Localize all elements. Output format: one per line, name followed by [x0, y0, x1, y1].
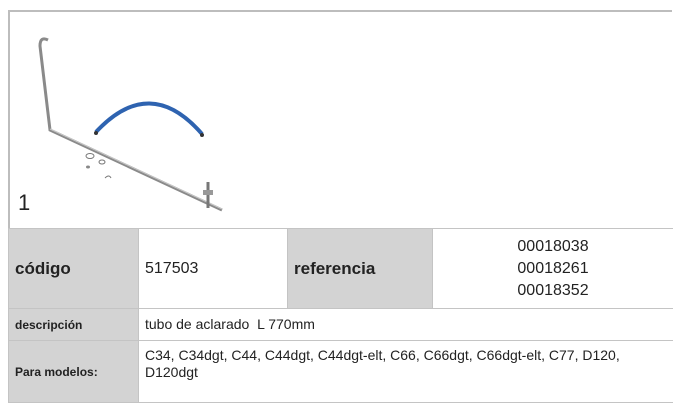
row: código 517503 referencia 00018038 000182…: [9, 229, 673, 309]
value-cell: 00018038 00018261 00018352: [433, 229, 673, 309]
spec-table: código 517503 referencia 00018038 000182…: [8, 228, 673, 403]
label-cell: Para modelos:: [9, 341, 139, 403]
row: Para modelos: C34, C34dgt, C44, C44dgt, …: [9, 341, 673, 403]
row: descripción tubo de aclarado L 770mm: [9, 309, 673, 341]
product-figure: 1: [8, 10, 672, 228]
label-cell: referencia: [288, 229, 433, 309]
part-drawing: [10, 12, 673, 230]
value-cell: 517503: [139, 229, 288, 309]
reference: 00018352: [439, 280, 667, 302]
label-cell: código: [9, 229, 139, 309]
reference: 00018261: [439, 258, 667, 280]
value-cell: tubo de aclarado L 770mm: [139, 309, 673, 341]
label-cell: descripción: [9, 309, 139, 341]
figure-label: 1: [18, 190, 30, 216]
value-cell: C34, C34dgt, C44, C44dgt, C44dgt-elt, C6…: [139, 341, 673, 403]
reference: 00018038: [439, 236, 667, 258]
